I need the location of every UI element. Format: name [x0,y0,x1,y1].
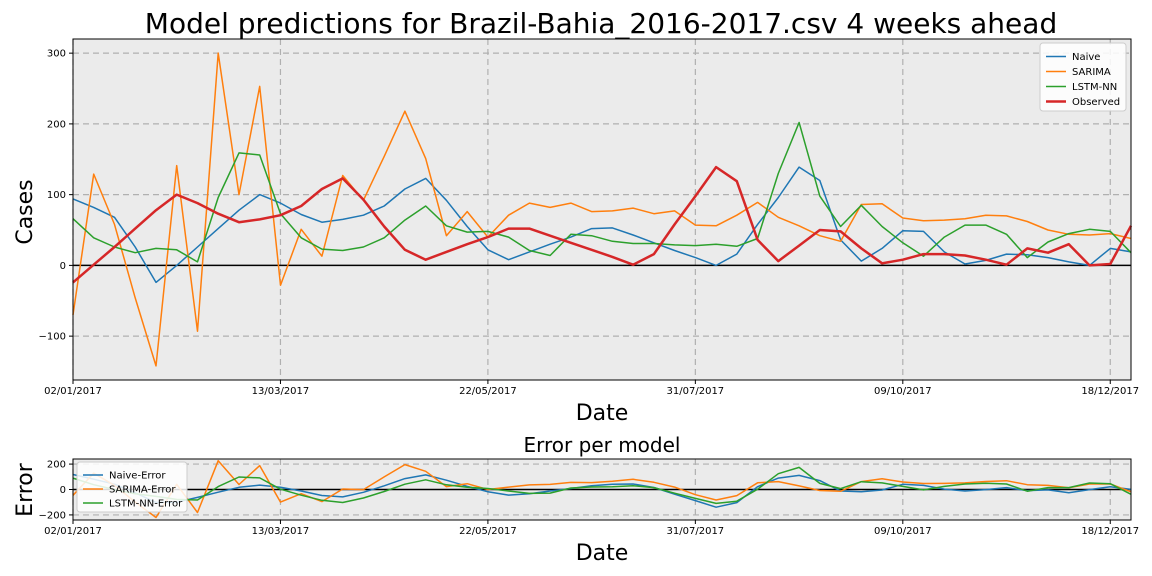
predictions-legend: Naive SARIMA LSTM-NN Observed [1039,42,1127,112]
predictions-series-line-lstm-nn [72,121,1132,263]
error-y-tick-label: 0 [60,485,66,496]
error-y-ticks: −200 0 200 [39,460,73,521]
error-legend-label-sarima-error: SARIMA-Error [109,485,176,496]
predictions-chart: Model predictions for Brazil-Bahia_2016-… [13,7,1139,426]
predictions-x-tick-label: 09/10/2017 [874,386,932,397]
error-legend-box [76,461,188,513]
error-series-line-sarima-error [72,459,1132,519]
error-legend: Naive-Error SARIMA-Error LSTM-NN-Error [76,461,188,513]
predictions-x-ticks: 02/01/2017 13/03/2017 22/05/2017 31/07/2017… [44,380,1139,397]
predictions-y-ticks: −100 0 100 200 300 [39,49,73,343]
predictions-series [72,52,1133,367]
predictions-legend-box [1039,42,1127,112]
predictions-plot-frame [72,38,1132,381]
predictions-x-tick-label: 02/01/2017 [44,386,102,397]
predictions-y-tick-label: −100 [39,332,66,343]
error-x-tick-label: 31/07/2017 [667,526,725,537]
error-legend-label-lstm-nn-error: LSTM-NN-Error [109,499,183,510]
error-x-tick-label: 18/12/2017 [1081,526,1139,537]
predictions-legend-label-sarima: SARIMA [1072,67,1111,78]
error-x-axis-label: Date [576,541,629,566]
predictions-series-line-sarima [72,52,1132,367]
predictions-chart-title: Model predictions for Brazil-Bahia_2016-… [145,7,1057,40]
predictions-y-tick-label: 300 [47,49,66,60]
predictions-y-tick-label: 100 [47,190,66,201]
error-x-tick-label: 13/03/2017 [252,526,310,537]
error-x-tick-label: 09/10/2017 [874,526,932,537]
error-chart-title: Error per model [524,433,681,457]
error-x-tick-label: 02/01/2017 [44,526,102,537]
predictions-x-tick-label: 18/12/2017 [1081,386,1139,397]
error-y-tick-label: −200 [39,510,66,521]
error-x-tick-label: 22/05/2017 [459,526,517,537]
error-series-line-naive-error [72,473,1132,508]
error-chart: Error per model −200 0 200 02/01/2017 13/03… [13,433,1139,566]
error-legend-label-naive-error: Naive-Error [109,471,166,482]
error-series-line-lstm-nn-error [72,466,1132,505]
predictions-y-tick-label: 200 [47,119,66,130]
predictions-series-line-observed [72,165,1133,284]
error-x-ticks: 02/01/2017 13/03/2017 22/05/2017 31/07/2017… [44,520,1139,537]
error-y-axis-label: Error [13,462,38,517]
predictions-series-line-naive [72,166,1132,284]
predictions-x-axis-label: Date [576,401,629,426]
predictions-legend-label-naive: Naive [1072,52,1100,63]
predictions-x-tick-label: 31/07/2017 [667,386,725,397]
predictions-x-tick-label: 22/05/2017 [459,386,517,397]
predictions-legend-label-observed: Observed [1072,97,1120,108]
predictions-x-tick-label: 13/03/2017 [252,386,310,397]
predictions-grid [72,39,1131,380]
predictions-plot-area [73,39,1131,380]
predictions-legend-label-lstm-nn: LSTM-NN [1072,82,1117,93]
predictions-y-axis-label: Cases [13,179,38,244]
error-series [72,459,1132,519]
predictions-y-tick-label: 0 [60,261,66,272]
error-y-tick-label: 200 [47,460,66,471]
